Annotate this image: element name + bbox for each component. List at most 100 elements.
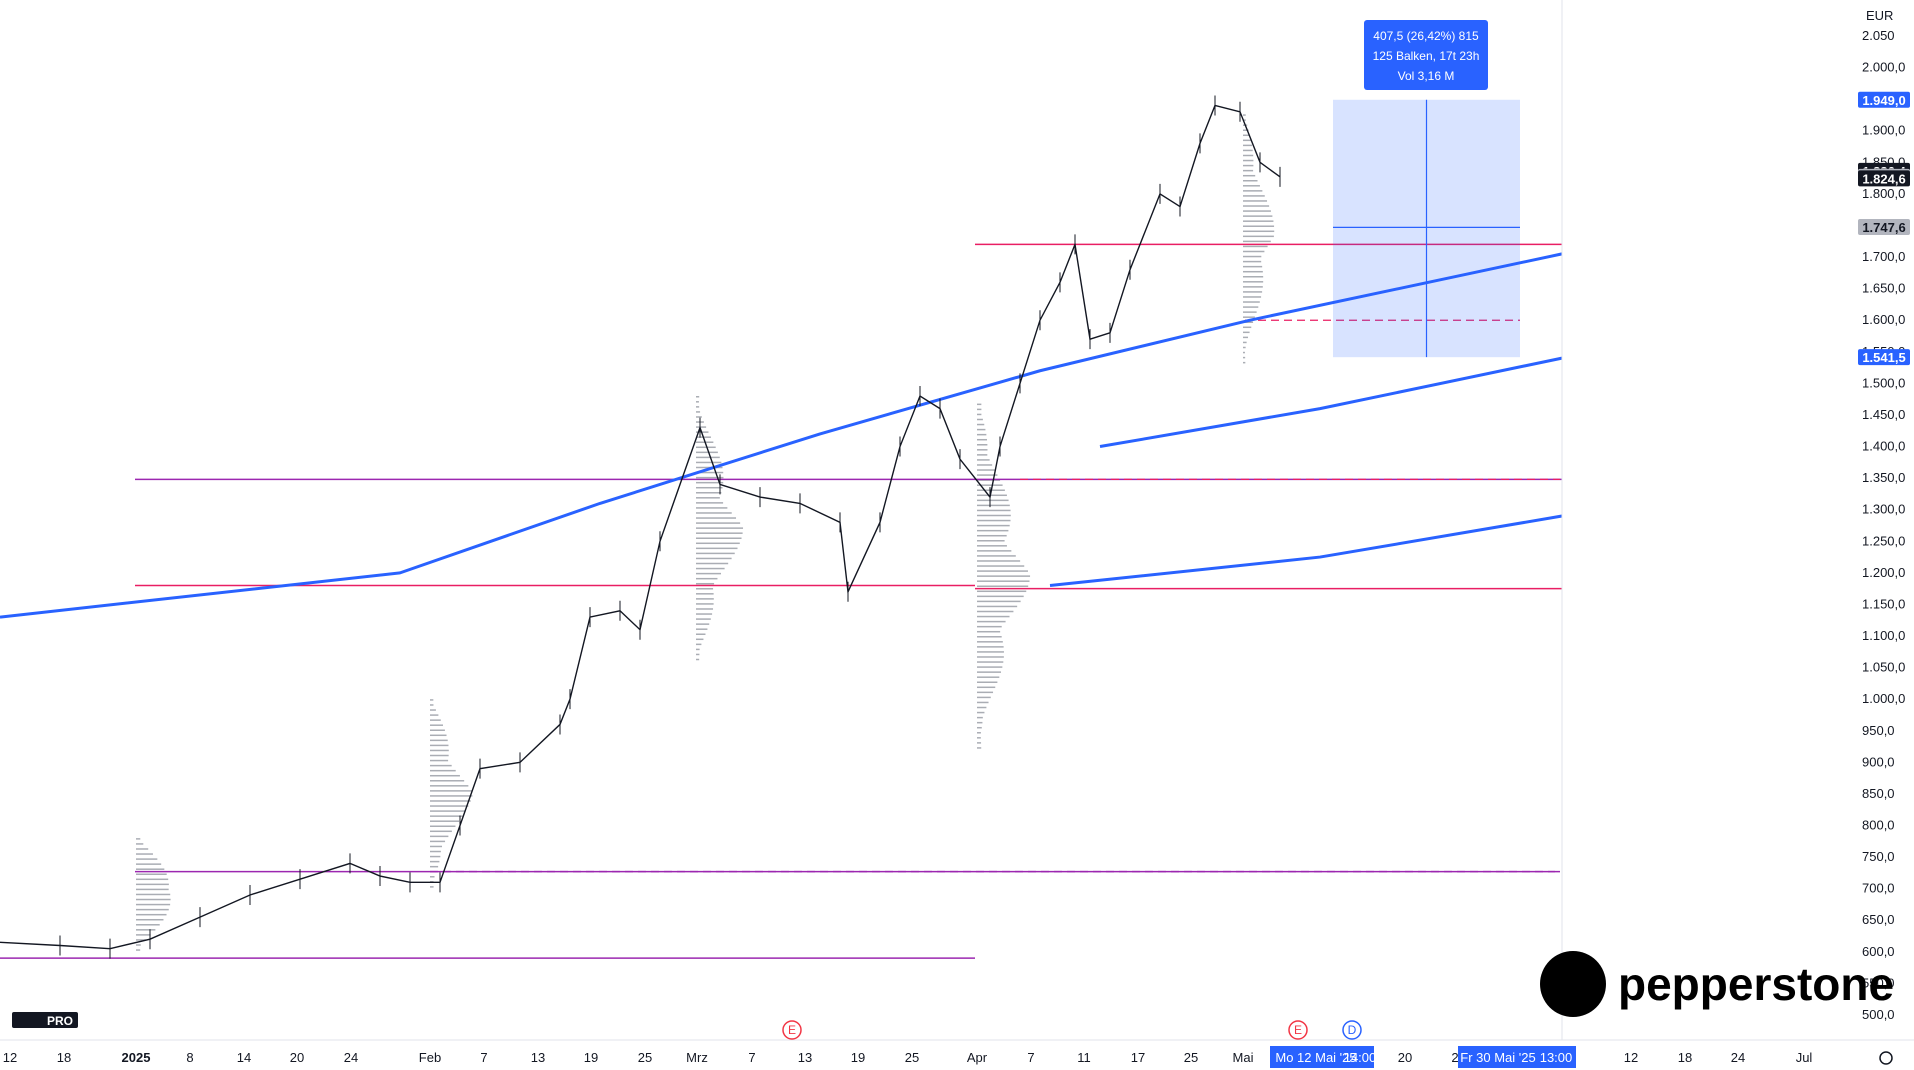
- volume-profile-bar: [430, 825, 456, 827]
- x-tick-label: 19: [584, 1050, 598, 1065]
- volume-profile-bar: [136, 929, 156, 931]
- volume-profile-bar: [430, 865, 439, 868]
- volume-profile-bar: [1243, 255, 1262, 258]
- volume-profile-bar: [977, 484, 1003, 486]
- volume-profile-bar: [1243, 346, 1246, 349]
- volume-profile-bar: [136, 898, 171, 901]
- volume-profile-bar: [696, 492, 722, 494]
- volume-profile-bar: [696, 502, 724, 504]
- volume-profile-bar: [696, 426, 707, 428]
- measure-info-line3: Vol 3,16 M: [1398, 69, 1455, 83]
- x-tick-label: 12: [3, 1050, 17, 1065]
- volume-profile-bar: [1243, 134, 1250, 137]
- crosshair-date-box: [1458, 1046, 1576, 1068]
- volume-profile-bar: [1243, 185, 1260, 187]
- volume-profile-bar: [977, 641, 1003, 643]
- price-series-line: [0, 104, 1281, 950]
- volume-profile-bar: [696, 446, 716, 449]
- volume-profile-bar: [430, 719, 441, 721]
- volume-profile-bar: [977, 651, 1004, 653]
- volume-profile-bar: [977, 560, 1021, 562]
- volume-profile-bar: [136, 863, 162, 865]
- x-tick-label: 13: [531, 1050, 545, 1065]
- volume-profile-bar: [430, 714, 439, 716]
- volume-profile-bar: [1243, 180, 1258, 182]
- volume-profile-bar: [977, 721, 983, 724]
- volume-profile-bar: [430, 729, 445, 731]
- volume-profile-bar: [977, 701, 989, 704]
- volume-profile-bar: [977, 474, 998, 476]
- x-tick-label: 25: [905, 1050, 919, 1065]
- volume-profile-bar: [977, 656, 1004, 658]
- volume-profile-bar: [696, 411, 701, 413]
- volume-profile-bar: [696, 532, 743, 534]
- x-tick-label: 7: [1027, 1050, 1034, 1065]
- volume-profile-bar: [1243, 240, 1271, 243]
- price-label-box: [1858, 170, 1910, 187]
- volume-profile-bar: [430, 790, 473, 792]
- event-marker-label: D: [1348, 1023, 1357, 1037]
- volume-profile-bar: [1243, 316, 1255, 318]
- volume-profile-bar: [977, 444, 988, 446]
- volume-profile-bar: [1243, 326, 1252, 329]
- volume-profile-bar: [696, 451, 718, 454]
- volume-profile-bar: [696, 552, 735, 555]
- measure-info-box: [1364, 20, 1488, 90]
- volume-profile-bar: [977, 742, 982, 744]
- x-tick-label: 11: [1077, 1050, 1091, 1065]
- volume-profile-bar: [136, 873, 167, 876]
- volume-profile-bar: [1243, 235, 1274, 238]
- x-tick-label: 24: [1731, 1050, 1745, 1065]
- volume-profile-bar: [430, 815, 463, 817]
- price-label-box: [1858, 218, 1910, 235]
- x-tick-label: 2025: [122, 1050, 151, 1065]
- crosshair-date-box: [1270, 1046, 1374, 1068]
- x-tick-label: Apr: [967, 1050, 988, 1065]
- x-tick-label: 25: [1184, 1050, 1198, 1065]
- y-tick-label: 600,0: [1862, 944, 1895, 959]
- volume-profile-bar: [696, 593, 714, 595]
- volume-profile-bar: [696, 406, 700, 408]
- y-tick-label: 800,0: [1862, 818, 1895, 833]
- volume-profile-bar: [696, 653, 700, 656]
- volume-profile-bar: [977, 681, 998, 683]
- volume-profile-bar: [1243, 210, 1271, 212]
- volume-profile-bar: [696, 603, 714, 605]
- volume-profile-bar: [1243, 225, 1275, 227]
- volume-profile-bar: [696, 542, 740, 545]
- x-tick-label: 18: [1678, 1050, 1692, 1065]
- volume-profile-bar: [430, 734, 447, 737]
- volume-profile-bar: [1243, 144, 1252, 147]
- volume-profile-bar: [136, 924, 160, 926]
- volume-profile-bar: [977, 610, 1014, 613]
- y-tick-label: 1.200,0: [1862, 565, 1905, 580]
- x-tick-label: 13: [798, 1050, 812, 1065]
- volume-profile-bar: [1243, 215, 1273, 217]
- volume-profile-bar: [430, 749, 449, 752]
- volume-profile-bar: [977, 555, 1016, 557]
- volume-profile-bar: [136, 944, 141, 946]
- crosshair-time-label: 13:00: [1540, 1050, 1573, 1065]
- y-tick-label: 1.500,0: [1862, 375, 1905, 390]
- price-label-box: [1858, 349, 1910, 366]
- volume-profile-bar: [136, 934, 151, 936]
- volume-profile-bar: [977, 464, 993, 466]
- volume-profile-bar: [977, 747, 982, 749]
- volume-profile-bar: [696, 401, 699, 403]
- volume-profile-bar: [1243, 200, 1268, 202]
- moving-average-line: [1099, 356, 1563, 449]
- volume-profile-bar: [977, 696, 991, 699]
- y-tick-label: 700,0: [1862, 881, 1895, 896]
- volume-profile-bar: [1243, 169, 1254, 172]
- x-tick-label: Mai: [1233, 1050, 1254, 1065]
- volume-profile-bar: [430, 739, 448, 742]
- volume-profile-bar: [1243, 164, 1254, 167]
- volume-profile-bar: [1243, 341, 1247, 344]
- volume-profile-bar: [1243, 245, 1268, 248]
- volume-profile-bar: [1243, 265, 1263, 268]
- x-tick-label: 25: [638, 1050, 652, 1065]
- event-marker-icon: [1288, 1020, 1308, 1040]
- volume-profile-bar: [977, 529, 1009, 532]
- volume-profile-bar: [977, 726, 982, 729]
